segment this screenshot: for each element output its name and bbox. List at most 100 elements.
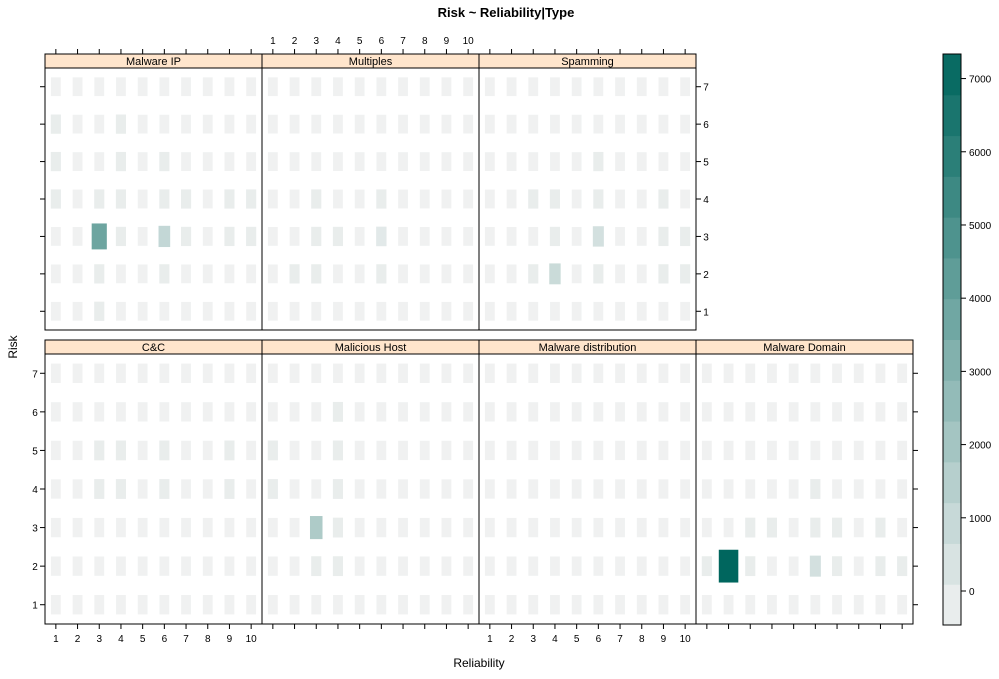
heatmap-cell: [94, 479, 105, 499]
heatmap-cell: [571, 440, 582, 461]
heatmap-cell: [745, 363, 756, 383]
heatmap-cell: [832, 479, 842, 499]
heatmap-cell: [224, 189, 235, 209]
y-tick-label: 4: [32, 485, 38, 496]
x-tick-label: 4: [118, 634, 124, 645]
heatmap-cell: [550, 556, 560, 576]
heatmap-cell: [94, 517, 105, 538]
heatmap-cell: [897, 440, 908, 461]
heatmap-cell: [159, 77, 170, 97]
heatmap-cell: [658, 301, 669, 321]
heatmap-cell: [94, 301, 105, 321]
heatmap-cell: [636, 152, 647, 171]
colorbar-tick-label: 6000: [969, 148, 992, 159]
heatmap-cell: [636, 77, 647, 97]
heatmap-cell: [224, 77, 235, 97]
panel-strip-label: C&C: [142, 342, 165, 354]
heatmap-cell: [72, 189, 83, 209]
heatmap-cell: [506, 363, 517, 383]
heatmap-cell: [159, 151, 170, 172]
heatmap-cell: [528, 402, 539, 422]
heatmap-cell: [832, 440, 842, 461]
heatmap-cell: [137, 595, 148, 615]
heatmap-cell: [398, 301, 408, 321]
heatmap-cell: [549, 263, 561, 285]
heatmap-cell: [94, 595, 105, 615]
heatmap-cell: [506, 440, 517, 461]
colorbar-tick-label: 1000: [969, 514, 992, 525]
heatmap-cell: [701, 479, 712, 499]
heatmap-cell: [506, 556, 517, 576]
heatmap-cell: [419, 77, 430, 97]
heatmap-cell: [528, 227, 539, 246]
heatmap-cell: [181, 301, 191, 321]
heatmap-cell: [333, 363, 343, 383]
heatmap-cell: [528, 77, 539, 97]
heatmap-cell: [484, 556, 495, 576]
heatmap-cell: [137, 77, 148, 97]
heatmap-cell: [419, 114, 430, 134]
heatmap-cell: [723, 517, 734, 538]
heatmap-cell: [875, 440, 886, 461]
heatmap-cell: [246, 152, 257, 171]
heatmap-cell: [441, 479, 452, 499]
y-tick-label: 3: [32, 524, 38, 535]
heatmap-cell: [463, 517, 474, 538]
heatmap-cell: [853, 517, 864, 538]
heatmap-cell: [246, 440, 257, 461]
heatmap-cell: [267, 517, 278, 538]
heatmap-cell: [115, 479, 127, 499]
heatmap-cell: [50, 301, 61, 321]
heatmap-cell: [311, 595, 322, 615]
heatmap-cell: [615, 189, 625, 209]
heatmap-cell: [267, 363, 278, 383]
heatmap-cell: [311, 402, 322, 422]
heatmap-cell: [767, 402, 777, 422]
heatmap-cell: [94, 77, 105, 97]
heatmap-cell: [332, 440, 344, 461]
heatmap-cell: [788, 440, 799, 461]
heatmap-cell: [50, 556, 61, 576]
heatmap-cell: [636, 114, 647, 134]
heatmap-cell: [376, 517, 387, 538]
heatmap-cell: [224, 226, 235, 247]
heatmap-cell: [202, 114, 213, 134]
heatmap-cell: [571, 556, 582, 576]
y-tick-label: 1: [703, 307, 709, 318]
heatmap-cell: [116, 402, 126, 422]
heatmap-cell: [333, 264, 343, 284]
heatmap-cell: [615, 556, 625, 576]
colorbar-tick-label: 7000: [969, 75, 992, 86]
heatmap-cell: [180, 226, 192, 247]
heatmap-cell: [333, 152, 343, 171]
heatmap-cell: [463, 363, 474, 383]
heatmap-cell: [311, 556, 322, 577]
heatmap-cell: [398, 440, 408, 461]
heatmap-cell: [615, 479, 625, 499]
heatmap-cell: [593, 517, 604, 538]
y-tick-label: 2: [32, 562, 38, 573]
heatmap-cell: [202, 479, 213, 499]
y-tick-label: 1: [32, 601, 38, 612]
heatmap-cell: [50, 264, 61, 284]
heatmap-cell: [593, 77, 604, 97]
heatmap-cell: [50, 77, 61, 97]
heatmap-cell: [832, 595, 842, 615]
heatmap-cell: [550, 479, 560, 499]
heatmap-cell: [875, 479, 886, 499]
heatmap-cell: [593, 440, 604, 461]
chart-title: Risk ~ Reliability|Type: [438, 5, 575, 20]
heatmap-cell: [94, 152, 105, 171]
heatmap-cell: [72, 301, 83, 321]
heatmap-cell: [202, 227, 213, 246]
colorbar-step: [943, 257, 961, 300]
heatmap-cell: [376, 440, 387, 461]
heatmap-cell: [354, 301, 365, 321]
heatmap-cell: [484, 77, 495, 97]
heatmap-cell: [550, 363, 560, 383]
heatmap-cell: [658, 479, 669, 499]
heatmap-cell: [398, 479, 408, 499]
heatmap-cell: [159, 479, 170, 499]
panel: Malware Domain: [695, 339, 914, 625]
heatmap-cell: [528, 363, 539, 383]
